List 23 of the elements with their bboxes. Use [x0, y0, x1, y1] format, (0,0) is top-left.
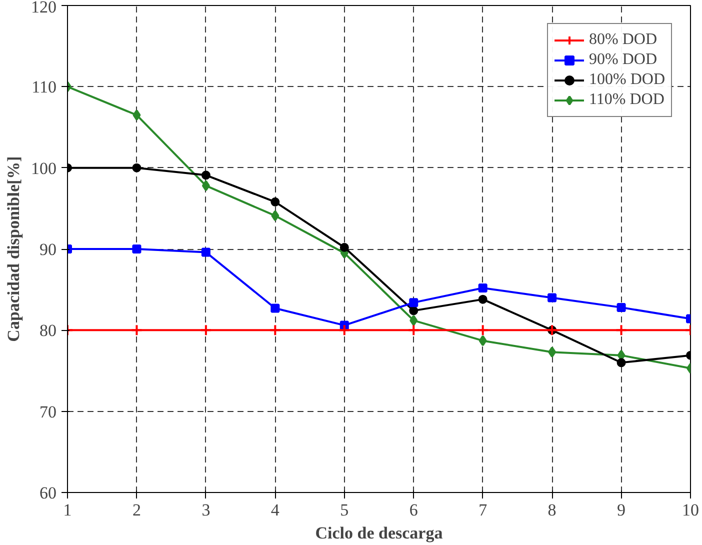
x-tick-label: 4: [270, 500, 280, 520]
x-tick-label: 5: [340, 500, 349, 520]
y-tick-label: 80: [40, 321, 56, 340]
x-tick-label: 3: [202, 500, 210, 520]
y-tick-label: 110: [32, 78, 57, 97]
legend-label: 80% DOD: [589, 31, 657, 49]
legend-label: 90% DOD: [589, 51, 657, 69]
y-tick-label: 120: [31, 0, 56, 16]
y-tick-label: 70: [40, 402, 56, 422]
x-tick-label: 7: [478, 500, 488, 520]
y-tick-label: 100: [31, 158, 56, 178]
x-tick-label: 10: [682, 500, 699, 520]
y-tick-label: 90: [40, 240, 56, 259]
x-tick-label: 6: [409, 500, 418, 520]
y-axis-title: Capacidad disponible[%]: [4, 156, 23, 342]
legend-label: 110% DOD: [589, 91, 664, 109]
x-tick-label: 8: [548, 500, 556, 520]
legend-label: 100% DOD: [589, 71, 665, 89]
y-tick-label: 60: [40, 484, 56, 502]
x-tick-label: 9: [617, 500, 626, 520]
x-tick-label: 2: [132, 500, 141, 520]
x-tick-label: 1: [63, 500, 72, 520]
x-axis-title: Ciclo de descarga: [315, 524, 444, 542]
